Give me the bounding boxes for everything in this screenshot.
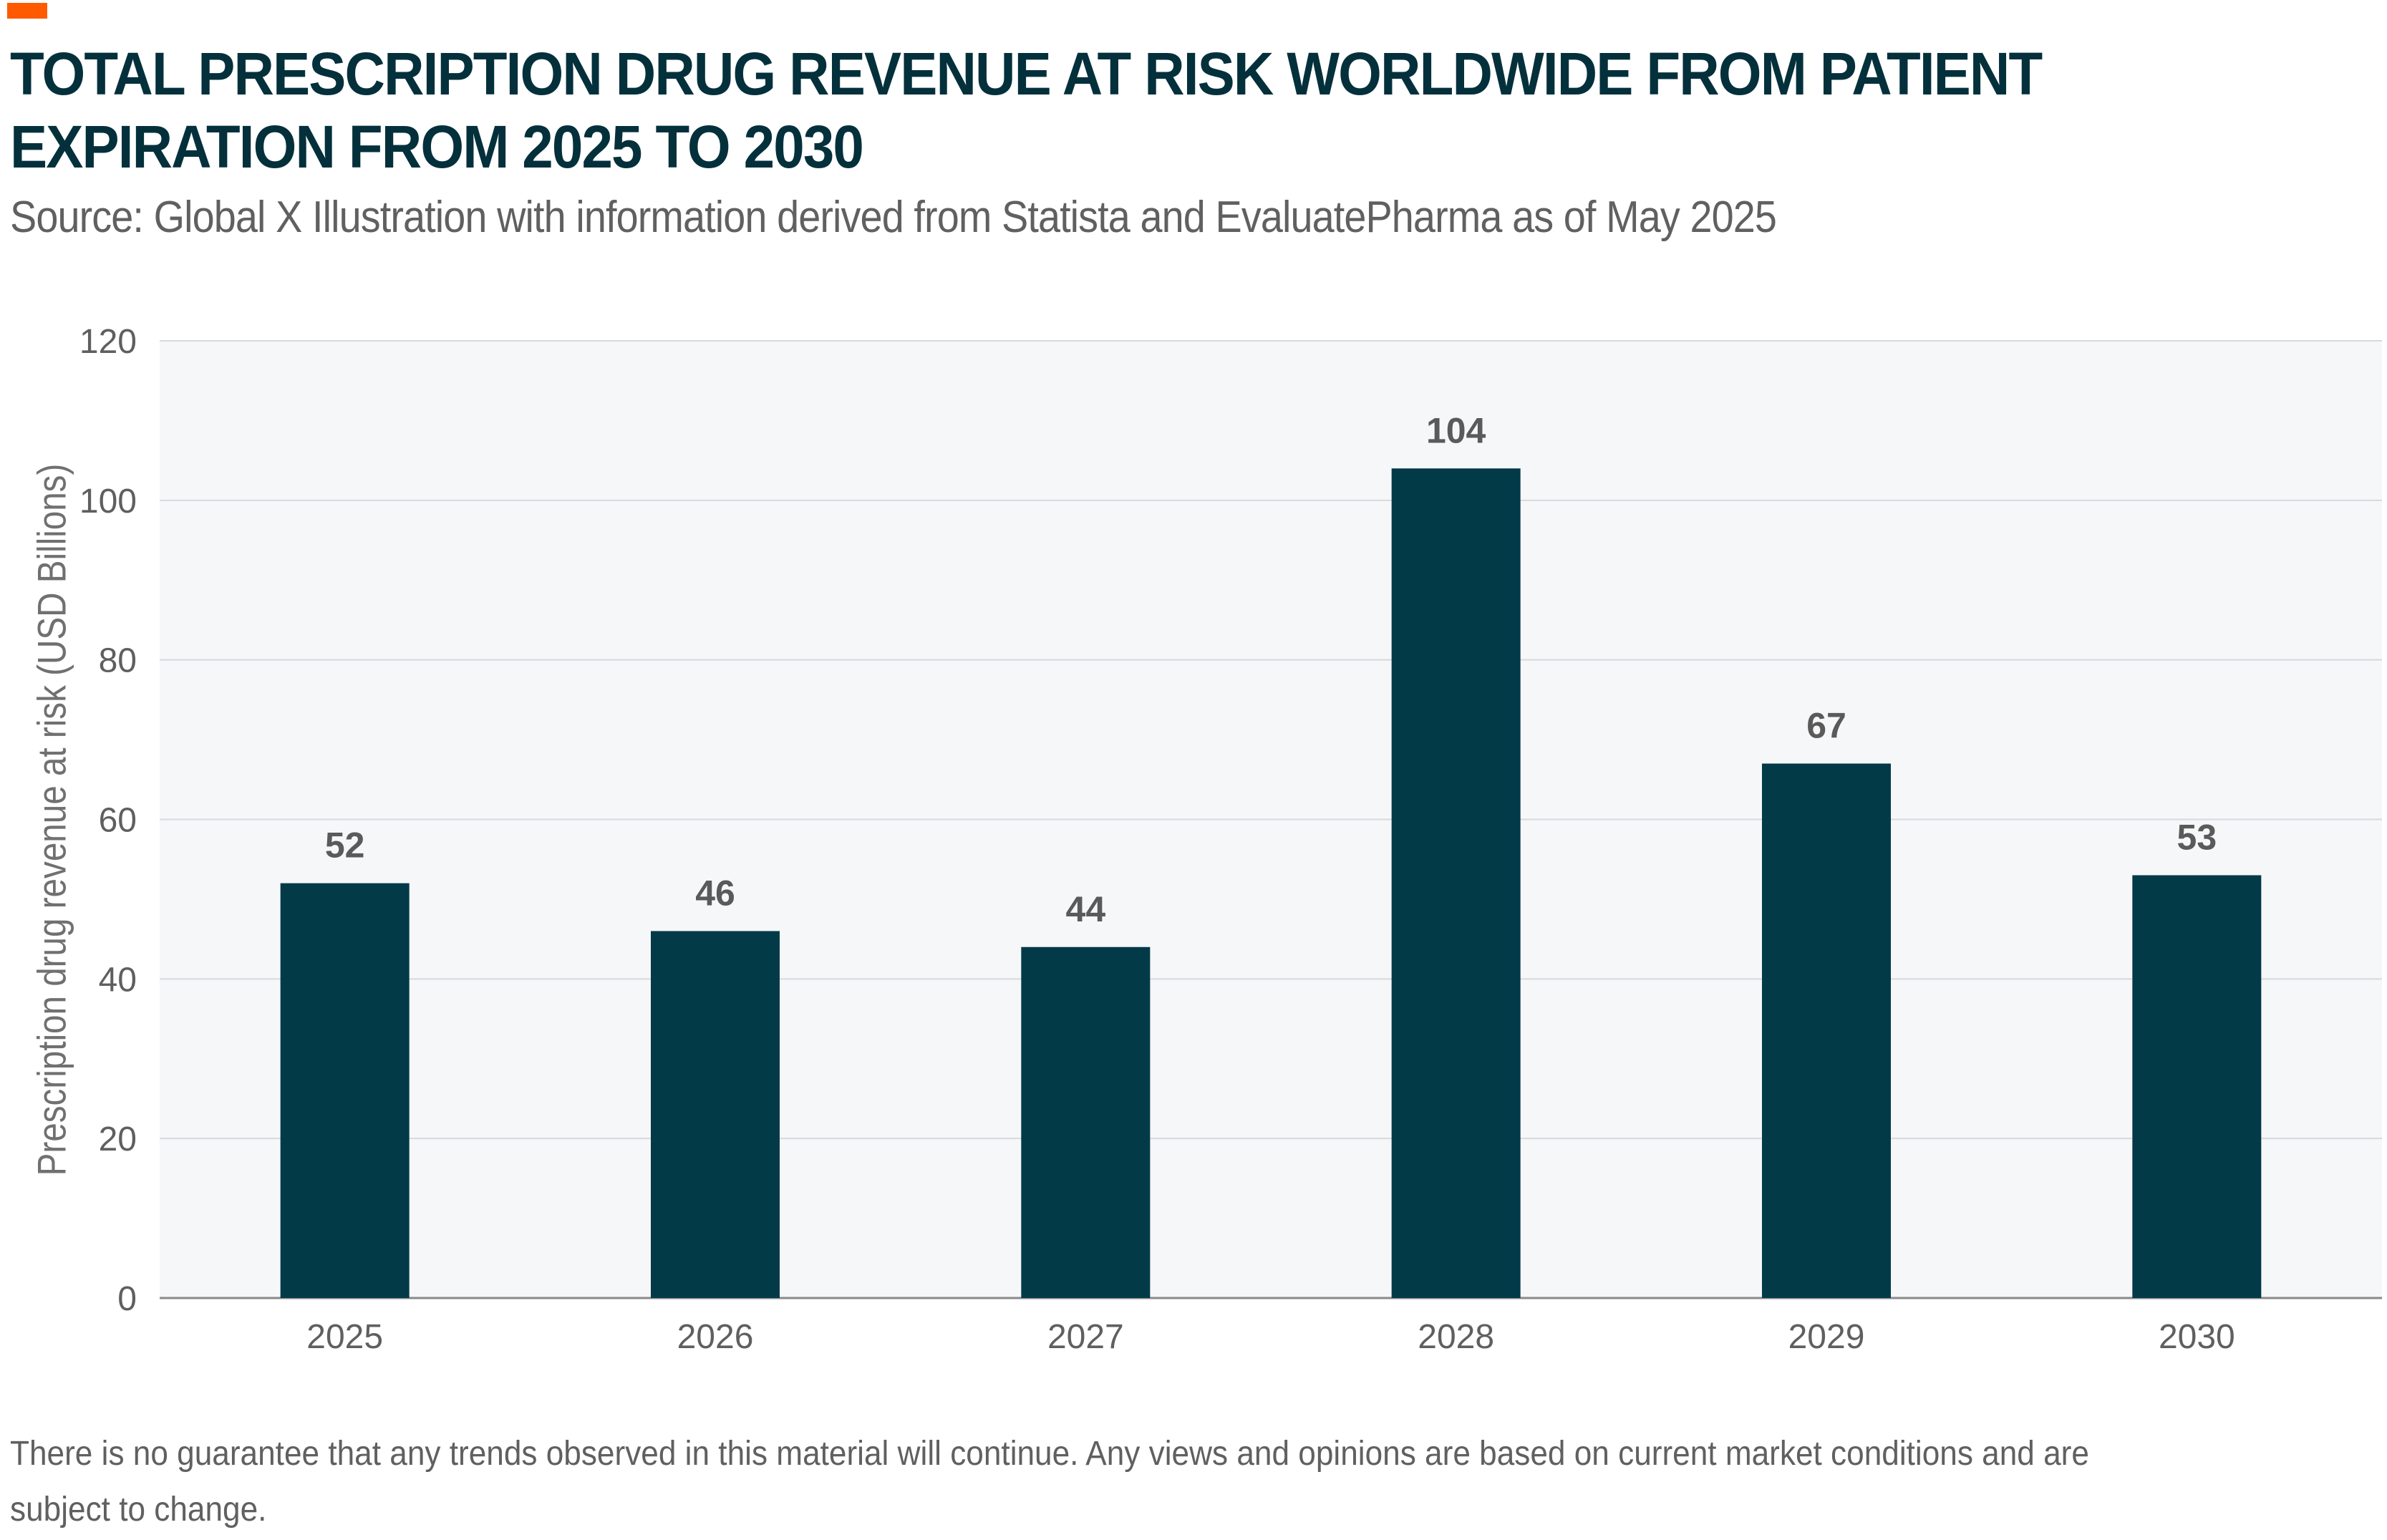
y-tick-label: 0 bbox=[117, 1280, 137, 1318]
y-tick-label: 80 bbox=[99, 642, 137, 680]
y-tick-label: 120 bbox=[79, 323, 137, 361]
bar-2026 bbox=[651, 931, 780, 1298]
chart-source: Source: Global X Illustration with infor… bbox=[10, 193, 1777, 242]
x-tick-label: 2025 bbox=[306, 1318, 383, 1356]
x-tick-label: 2028 bbox=[1418, 1318, 1494, 1356]
bar-chart: 0 20 40 60 80 100 120 52 2025 46 2026 44 2027 104 2028… bbox=[79, 323, 2382, 1356]
brand-accent-mark bbox=[7, 3, 47, 19]
disclaimer: There is no guarantee that any trends ob… bbox=[10, 1435, 2089, 1529]
chart-title: TOTAL PRESCRIPTION DRUG REVENUE AT RISK … bbox=[10, 40, 2043, 180]
y-tick-label: 100 bbox=[79, 483, 137, 520]
x-tick-label: 2029 bbox=[1788, 1318, 1865, 1356]
x-tick-label: 2027 bbox=[1047, 1318, 1124, 1356]
y-tick-label: 40 bbox=[99, 961, 137, 999]
data-label: 44 bbox=[1066, 889, 1106, 929]
bar-2027 bbox=[1021, 946, 1151, 1298]
y-tick-label: 20 bbox=[99, 1120, 137, 1158]
bar-2030 bbox=[2132, 875, 2262, 1298]
bar-2025 bbox=[280, 883, 410, 1298]
x-tick-label: 2030 bbox=[2159, 1318, 2235, 1356]
data-label: 46 bbox=[695, 873, 735, 913]
data-label: 53 bbox=[2177, 817, 2217, 857]
data-label: 104 bbox=[1426, 410, 1486, 450]
bar-2029 bbox=[1762, 763, 1891, 1298]
data-label: 67 bbox=[1806, 706, 1846, 746]
y-tick-label: 60 bbox=[99, 802, 137, 840]
bar-2028 bbox=[1391, 468, 1521, 1299]
x-tick-label: 2026 bbox=[677, 1318, 754, 1356]
data-label: 52 bbox=[325, 825, 365, 866]
